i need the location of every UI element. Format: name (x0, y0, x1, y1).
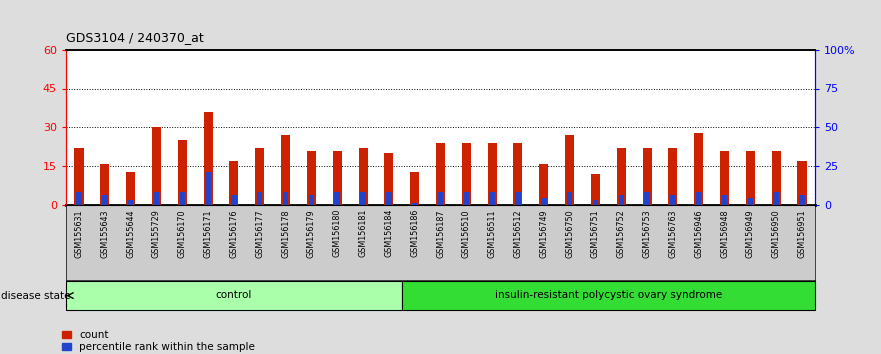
Bar (180, 192, 185, 205)
Text: GSM156177: GSM156177 (255, 209, 264, 258)
Bar (283, 192, 288, 205)
Text: GSM156176: GSM156176 (229, 209, 239, 258)
Bar (384, 153, 394, 205)
Text: GSM156763: GSM156763 (669, 209, 677, 258)
Bar (541, 198, 546, 205)
Text: GSM156950: GSM156950 (772, 209, 781, 258)
Bar (255, 148, 264, 205)
Text: GSM156511: GSM156511 (488, 209, 497, 258)
FancyBboxPatch shape (66, 281, 402, 310)
Text: GSM156750: GSM156750 (565, 209, 574, 258)
Bar (618, 195, 624, 205)
Bar (670, 195, 676, 205)
Bar (694, 133, 703, 205)
Text: GSM156951: GSM156951 (797, 209, 806, 258)
Bar (204, 112, 212, 205)
Bar (386, 192, 391, 205)
Bar (152, 127, 161, 205)
Bar (642, 148, 652, 205)
Bar (126, 172, 135, 205)
Text: GSM156948: GSM156948 (720, 209, 729, 258)
Bar (335, 192, 340, 205)
Bar (720, 151, 729, 205)
Text: GSM156752: GSM156752 (617, 209, 626, 258)
Bar (178, 141, 187, 205)
Text: GSM155729: GSM155729 (152, 209, 161, 258)
Text: GSM156753: GSM156753 (642, 209, 652, 258)
Bar (359, 148, 367, 205)
Bar (487, 143, 497, 205)
Bar (462, 143, 470, 205)
Bar (205, 172, 211, 205)
Bar (644, 192, 650, 205)
Bar (102, 195, 107, 205)
Bar (463, 192, 469, 205)
Bar (231, 195, 237, 205)
Bar (722, 195, 727, 205)
Text: GSM156186: GSM156186 (411, 209, 419, 257)
Text: GSM155631: GSM155631 (75, 209, 84, 258)
Text: disease state: disease state (1, 291, 70, 301)
Bar (307, 151, 316, 205)
FancyBboxPatch shape (402, 281, 815, 310)
Bar (77, 192, 82, 205)
Text: GSM156178: GSM156178 (281, 209, 290, 258)
Bar (566, 192, 573, 205)
Bar (591, 174, 600, 205)
Bar (100, 164, 109, 205)
Bar (799, 195, 804, 205)
Bar (696, 192, 701, 205)
Text: GSM156512: GSM156512 (514, 209, 522, 258)
Bar (436, 143, 445, 205)
Bar (75, 148, 84, 205)
Text: GDS3104 / 240370_at: GDS3104 / 240370_at (66, 31, 204, 44)
Bar (490, 192, 495, 205)
Text: GSM156170: GSM156170 (178, 209, 187, 258)
Legend: count, percentile rank within the sample: count, percentile rank within the sample (63, 330, 255, 352)
Text: GSM156946: GSM156946 (694, 209, 703, 258)
Bar (229, 161, 239, 205)
Text: GSM156179: GSM156179 (307, 209, 316, 258)
Bar (128, 200, 133, 205)
Text: GSM156749: GSM156749 (539, 209, 548, 258)
Text: control: control (216, 290, 252, 300)
Bar (669, 148, 677, 205)
Bar (281, 135, 290, 205)
Bar (154, 192, 159, 205)
Text: GSM156949: GSM156949 (746, 209, 755, 258)
Bar (360, 192, 366, 205)
Bar (438, 192, 443, 205)
Bar (308, 195, 315, 205)
Text: GSM156510: GSM156510 (462, 209, 470, 258)
Bar (746, 151, 755, 205)
Bar (748, 198, 753, 205)
Text: GSM156187: GSM156187 (436, 209, 445, 258)
Bar (539, 164, 548, 205)
Bar (514, 143, 522, 205)
Bar (774, 192, 779, 205)
Text: GSM156180: GSM156180 (333, 209, 342, 257)
Bar (565, 135, 574, 205)
Bar (333, 151, 342, 205)
Bar (515, 192, 521, 205)
Bar (797, 161, 806, 205)
Bar (617, 148, 626, 205)
Text: GSM156751: GSM156751 (591, 209, 600, 258)
Bar (257, 192, 263, 205)
Bar (593, 200, 598, 205)
Text: GSM155643: GSM155643 (100, 209, 109, 258)
Bar (772, 151, 781, 205)
Text: GSM156184: GSM156184 (384, 209, 393, 257)
Bar (412, 203, 418, 205)
Text: GSM156171: GSM156171 (204, 209, 212, 258)
Text: GSM155644: GSM155644 (126, 209, 135, 258)
Bar (411, 172, 419, 205)
Text: GSM156181: GSM156181 (359, 209, 367, 257)
Text: insulin-resistant polycystic ovary syndrome: insulin-resistant polycystic ovary syndr… (495, 290, 722, 300)
